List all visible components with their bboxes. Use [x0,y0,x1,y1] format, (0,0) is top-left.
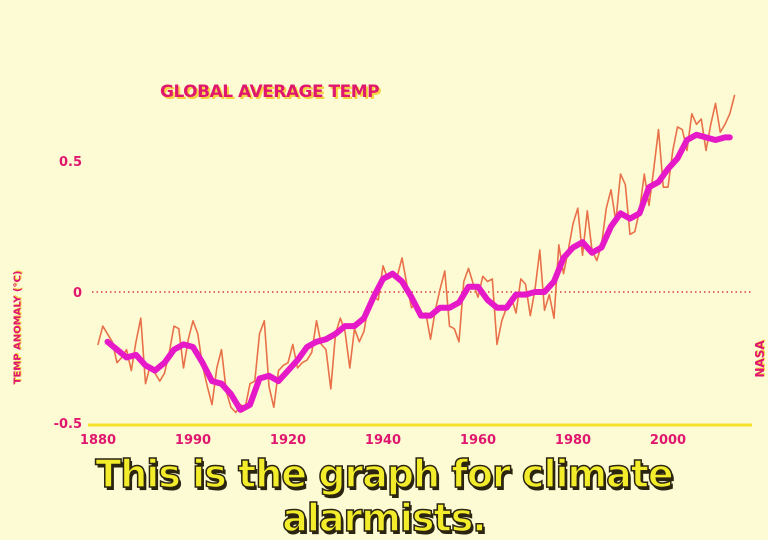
axes-layer [88,291,752,427]
x-tick-label: 1880 [80,433,116,448]
chart-canvas: 1880 1990 1920 1940 1960 1980 2000 0.5 0 -0.5 [54,94,752,448]
tick-label-layer: 1880 1990 1920 1940 1960 1980 2000 0.5 0 -0.5 [54,155,687,448]
x-tick-label: 1920 [270,433,306,448]
x-tick-label: 1960 [460,433,496,448]
y-tick-label: 0.5 [59,155,82,170]
chart-title: GLOBAL AVERAGE TEMP [160,82,380,102]
subtitle-caption: This is the graph for climate alarmists. [95,451,675,540]
x-tick-label: 2000 [650,433,686,448]
y-axis-label: TEMP ANOMALY (°C) [12,270,24,385]
x-tick-label: 1990 [175,433,211,448]
source-label: NASA [753,340,767,378]
y-tick-label: -0.5 [54,417,82,432]
smoothed-series-line [104,131,733,413]
annual-series-line [97,94,736,414]
x-tick-label: 1980 [555,433,591,448]
y-tick-label: 0 [73,286,82,301]
series-layer [97,94,736,414]
x-tick-label: 1940 [365,433,401,448]
